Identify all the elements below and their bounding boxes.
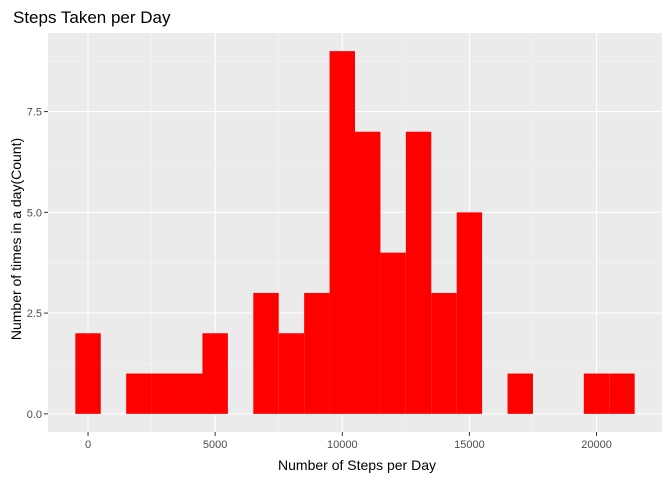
histogram-bar: [177, 373, 203, 414]
x-tick-label: 15000: [454, 439, 485, 451]
x-tick-label: 10000: [327, 439, 358, 451]
histogram-bar: [278, 333, 305, 414]
x-tick-label: 0: [85, 439, 91, 451]
histogram-bar: [304, 292, 330, 414]
y-tick-label: 2.5: [27, 308, 42, 320]
histogram-bar: [456, 212, 483, 414]
histogram-bar: [151, 373, 178, 414]
y-tick-label: 5.0: [27, 207, 42, 219]
histogram-bar: [126, 373, 152, 414]
histogram-bar: [355, 131, 381, 414]
y-axis-title: Number of times in a day(Count): [8, 138, 24, 340]
histogram-bar: [507, 373, 533, 414]
histogram-bar: [329, 51, 355, 414]
x-axis-ticks: 0 5000 10000 15000 20000: [85, 432, 612, 451]
x-axis-title: Number of Steps per Day: [278, 457, 436, 473]
histogram-bar: [75, 333, 101, 414]
histogram-bar: [583, 373, 610, 414]
x-tick-label: 5000: [203, 439, 227, 451]
histogram-bar: [405, 131, 432, 414]
histogram-bar: [380, 252, 406, 414]
histogram-bar: [431, 292, 457, 414]
histogram-bar: [202, 333, 228, 414]
histogram-bar: [253, 292, 279, 414]
x-tick-label: 20000: [581, 439, 612, 451]
histogram-bar: [609, 373, 635, 414]
y-tick-label: 0.0: [27, 409, 42, 421]
chart-title: Steps Taken per Day: [13, 8, 171, 27]
y-axis-ticks: 0.0 2.5 5.0 7.5: [27, 107, 48, 421]
y-tick-label: 7.5: [27, 107, 42, 119]
histogram-bars: [75, 51, 635, 414]
